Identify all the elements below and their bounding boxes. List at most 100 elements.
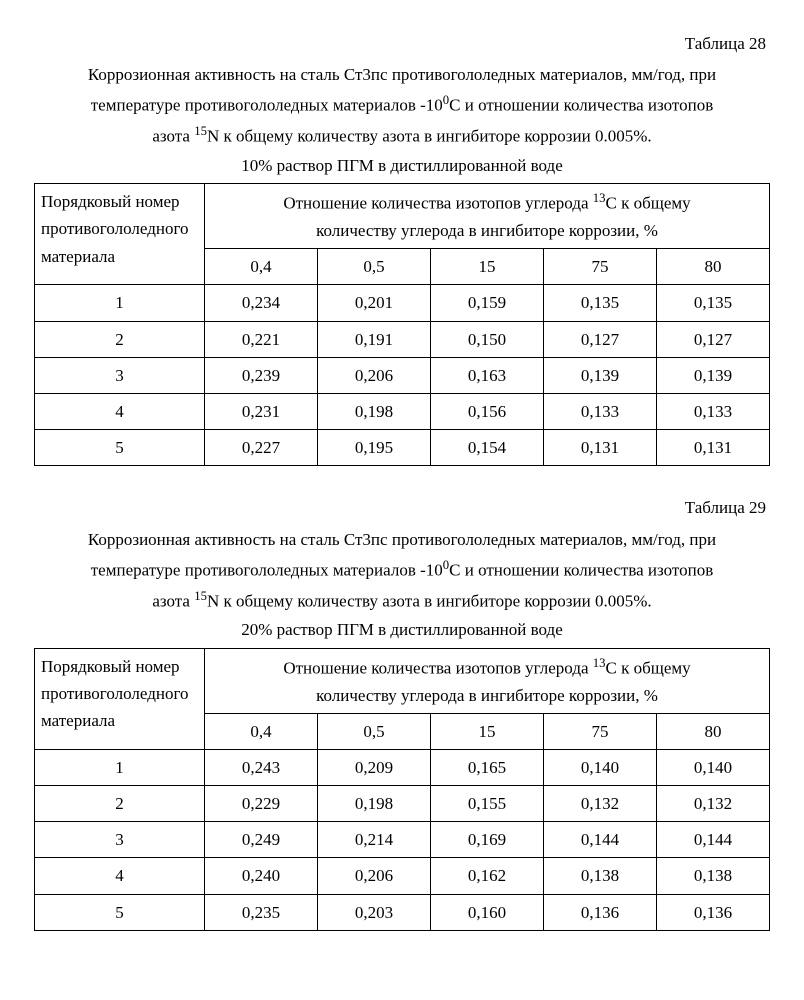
cell: 0,203 (318, 894, 431, 930)
cell: 0,162 (431, 858, 544, 894)
cell: 0,239 (205, 357, 318, 393)
group-header-sup: 13 (593, 656, 606, 670)
table-row: 1 0,234 0,201 0,159 0,135 0,135 (35, 285, 770, 321)
cell: 0,150 (431, 321, 544, 357)
col-header: 75 (544, 713, 657, 749)
cell: 0,127 (657, 321, 770, 357)
row-header: Порядковый номер противогололедного мате… (35, 648, 205, 749)
table-28-caption-line3: азота 15N к общему количеству азота в ин… (34, 121, 770, 150)
table-row: Порядковый номер противогололедного мате… (35, 648, 770, 713)
cell: 0,133 (657, 394, 770, 430)
cell: 0,133 (544, 394, 657, 430)
table-row: 3 0,249 0,214 0,169 0,144 0,144 (35, 822, 770, 858)
caption-sup: 15 (194, 589, 207, 603)
caption-text: азота (152, 591, 194, 610)
col-header: 75 (544, 249, 657, 285)
table-row: 5 0,235 0,203 0,160 0,136 0,136 (35, 894, 770, 930)
col-header: 80 (657, 713, 770, 749)
column-group-header: Отношение количества изотопов углерода 1… (205, 648, 770, 713)
cell: 0,140 (544, 749, 657, 785)
cell: 0,159 (431, 285, 544, 321)
row-header-l1: Порядковый номер (41, 653, 198, 680)
cell: 0,249 (205, 822, 318, 858)
table-29-caption-line2: температуре противогололедных материалов… (34, 555, 770, 584)
cell: 0,136 (657, 894, 770, 930)
cell: 0,191 (318, 321, 431, 357)
cell: 0,160 (431, 894, 544, 930)
table-row: Порядковый номер противогололедного мате… (35, 184, 770, 249)
table-28-caption-line4: 10% раствор ПГМ в дистиллированной воде (34, 152, 770, 179)
cell: 0,139 (544, 357, 657, 393)
cell: 0,165 (431, 749, 544, 785)
cell: 0,206 (318, 858, 431, 894)
col-header: 0,4 (205, 713, 318, 749)
caption-sup: 15 (194, 124, 207, 138)
cell: 0,131 (544, 430, 657, 466)
col-header: 0,5 (318, 713, 431, 749)
cell: 0,229 (205, 786, 318, 822)
caption-text: температуре противогололедных материалов… (91, 560, 443, 579)
cell: 0,234 (205, 285, 318, 321)
col-header: 0,4 (205, 249, 318, 285)
cell: 0,139 (657, 357, 770, 393)
cell: 0,195 (318, 430, 431, 466)
row-number: 5 (35, 894, 205, 930)
row-number: 3 (35, 357, 205, 393)
group-header-text: С к общему (606, 194, 691, 213)
group-header-l2: количеству углерода в ингибиторе коррози… (316, 686, 658, 705)
cell: 0,140 (657, 749, 770, 785)
cell: 0,169 (431, 822, 544, 858)
cell: 0,127 (544, 321, 657, 357)
table-29-caption-line1: Коррозионная активность на сталь Ст3пс п… (34, 526, 770, 553)
cell: 0,156 (431, 394, 544, 430)
row-number: 4 (35, 394, 205, 430)
row-header-l1: Порядковый номер (41, 188, 198, 215)
cell: 0,214 (318, 822, 431, 858)
col-header: 80 (657, 249, 770, 285)
group-header-text: С к общему (606, 658, 691, 677)
cell: 0,138 (657, 858, 770, 894)
cell: 0,209 (318, 749, 431, 785)
table-29-label: Таблица 29 (34, 494, 766, 521)
table-29: Порядковый номер противогололедного мате… (34, 648, 770, 931)
table-29-caption-line4: 20% раствор ПГМ в дистиллированной воде (34, 616, 770, 643)
group-header-text: Отношение количества изотопов углерода (283, 194, 592, 213)
caption-text: С и отношении количества изотопов (449, 560, 713, 579)
row-header: Порядковый номер противогололедного мате… (35, 184, 205, 285)
cell: 0,163 (431, 357, 544, 393)
cell: 0,136 (544, 894, 657, 930)
table-28: Порядковый номер противогололедного мате… (34, 183, 770, 466)
cell: 0,235 (205, 894, 318, 930)
cell: 0,131 (657, 430, 770, 466)
cell: 0,132 (657, 786, 770, 822)
cell: 0,227 (205, 430, 318, 466)
row-number: 1 (35, 749, 205, 785)
caption-text: температуре противогололедных материалов… (91, 96, 443, 115)
cell: 0,240 (205, 858, 318, 894)
row-number: 5 (35, 430, 205, 466)
col-header: 15 (431, 249, 544, 285)
table-28-label: Таблица 28 (34, 30, 766, 57)
group-header-text: Отношение количества изотопов углерода (283, 658, 592, 677)
cell: 0,231 (205, 394, 318, 430)
row-header-l3: материала (41, 707, 198, 734)
table-row: 1 0,243 0,209 0,165 0,140 0,140 (35, 749, 770, 785)
caption-text: N к общему количеству азота в ингибиторе… (207, 127, 652, 146)
table-29-caption-line3: азота 15N к общему количеству азота в ин… (34, 586, 770, 615)
row-header-l2: противогололедного (41, 215, 198, 242)
table-row: 2 0,221 0,191 0,150 0,127 0,127 (35, 321, 770, 357)
table-row: 4 0,240 0,206 0,162 0,138 0,138 (35, 858, 770, 894)
row-number: 2 (35, 786, 205, 822)
row-header-l3: материала (41, 243, 198, 270)
table-row: 5 0,227 0,195 0,154 0,131 0,131 (35, 430, 770, 466)
table-row: 4 0,231 0,198 0,156 0,133 0,133 (35, 394, 770, 430)
cell: 0,132 (544, 786, 657, 822)
group-header-l2: количеству углерода в ингибиторе коррози… (316, 221, 658, 240)
cell: 0,221 (205, 321, 318, 357)
row-number: 2 (35, 321, 205, 357)
column-group-header: Отношение количества изотопов углерода 1… (205, 184, 770, 249)
cell: 0,154 (431, 430, 544, 466)
caption-text: С и отношении количества изотопов (449, 96, 713, 115)
caption-text: N к общему количеству азота в ингибиторе… (207, 591, 652, 610)
group-header-sup: 13 (593, 191, 606, 205)
